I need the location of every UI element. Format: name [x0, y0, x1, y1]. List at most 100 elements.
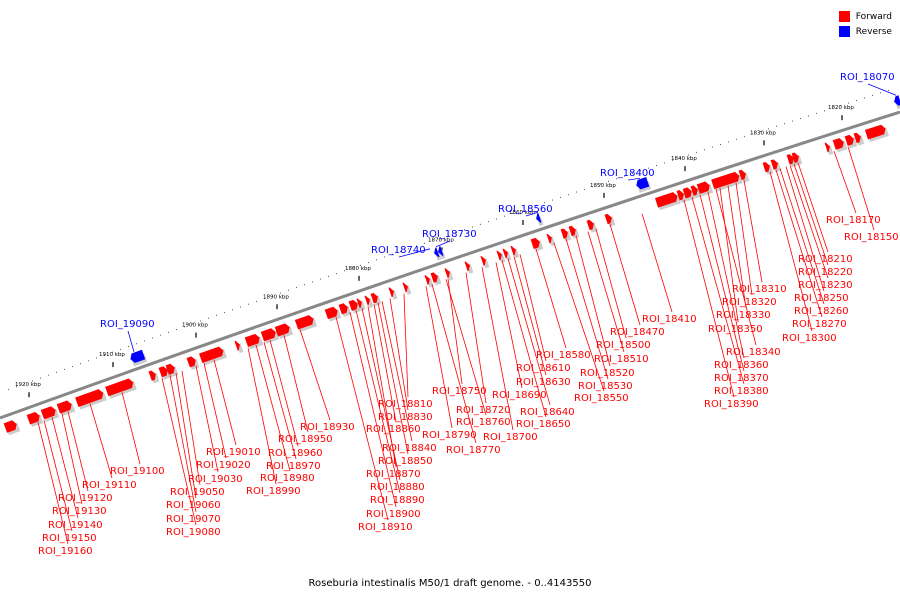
gene-label: ROI_18390: [704, 399, 759, 410]
scale-dot: [328, 275, 329, 277]
leader-line: [793, 163, 829, 266]
leader-line: [785, 166, 825, 292]
forward-gene: [853, 132, 865, 146]
forward-gene: [586, 219, 598, 233]
gene-label: ROI_18870: [366, 469, 421, 480]
scale-dot: [344, 270, 345, 272]
leader-line: [727, 185, 747, 309]
gene-label: ROI_18270: [792, 319, 847, 330]
leader-line: [867, 83, 897, 96]
forward-gene: [356, 298, 366, 311]
leader-line: [377, 302, 409, 455]
gene-label: ROI_18520: [580, 368, 635, 379]
scale-dot: [296, 286, 297, 288]
leader-line: [398, 248, 431, 258]
forward-gene: [502, 248, 512, 261]
scale-dot: [440, 237, 441, 239]
scale-dot: [320, 278, 321, 280]
forward-gene: [696, 181, 714, 197]
scale-dot: [192, 323, 193, 325]
scale-dot: [712, 146, 713, 148]
scale-dot: [240, 306, 241, 308]
leader-line: [627, 177, 641, 181]
forward-gene: [832, 138, 848, 153]
forward-gene: [199, 346, 227, 366]
scale-dot: [720, 144, 721, 145]
leader-line: [169, 375, 197, 513]
leader-line: [361, 308, 401, 481]
leader-line: [195, 365, 219, 473]
leader-line: [263, 341, 297, 460]
gene-features: [3, 95, 900, 436]
leader-line: [735, 182, 753, 296]
forward-gene: [568, 225, 580, 239]
gene-label: ROI_18930: [300, 422, 355, 433]
gene-label: ROI_18890: [370, 495, 425, 506]
gene-label: ROI_18770: [446, 445, 501, 456]
leader-line: [779, 168, 825, 305]
gene-label: ROI_18650: [516, 419, 571, 430]
scale-dot: [680, 157, 681, 159]
scale-dot: [544, 202, 545, 204]
leader-line: [699, 194, 745, 372]
gene-label: ROI_18410: [642, 314, 697, 325]
gene-label: ROI_18700: [483, 432, 538, 443]
leader-line: [495, 262, 523, 389]
leader-line: [127, 330, 135, 353]
scale-dot: [72, 366, 73, 368]
leader-line: [609, 224, 641, 326]
axis-ticks: 1820 kbp 1830 kbp 1840 kbp 1850 kbp 1860 kbp…: [8, 89, 889, 398]
forward-gene: [864, 124, 889, 142]
leader-line: [389, 298, 409, 411]
legend-reverse-label: Reverse: [855, 26, 892, 37]
gene-label: ROI_18790: [422, 430, 477, 441]
leader-line: [481, 267, 514, 431]
scale-dot: [552, 199, 553, 201]
scale-dot: [376, 259, 377, 261]
scale-dot: [824, 110, 825, 112]
leader-line: [283, 335, 309, 433]
scale-dot: [272, 295, 273, 297]
scale-dot: [512, 213, 513, 215]
forward-gene: [274, 323, 294, 339]
forward-gene: [546, 233, 556, 247]
forward-gene: [402, 282, 412, 295]
axis-tick-label: 1830 kbp: [750, 130, 776, 136]
scale-dot: [568, 194, 569, 196]
gene-label: ROI_18910: [358, 522, 413, 533]
forward-gene: [430, 272, 442, 286]
scale-dot: [232, 309, 233, 311]
legend-reverse: Reverse: [838, 24, 892, 39]
leader-line: [715, 189, 757, 346]
scale-dot: [432, 240, 433, 242]
gene-label: ROI_19020: [196, 460, 251, 471]
forward-gene: [26, 411, 44, 427]
scale-dot: [384, 256, 385, 258]
leader-line: [719, 187, 739, 323]
scale-dot: [32, 380, 33, 382]
scale-dot: [696, 151, 697, 153]
gene-label: ROI_18880: [370, 482, 425, 493]
gene-label: ROI_18840: [382, 443, 437, 454]
gene-label: ROI_19100: [110, 466, 165, 477]
scale-dot: [608, 180, 609, 182]
leader-line: [213, 359, 237, 446]
scale-dot: [264, 298, 265, 300]
leader-line: [43, 420, 73, 532]
leader-line: [181, 370, 201, 486]
scale-dot: [888, 89, 889, 91]
leader-line: [691, 197, 745, 385]
leader-line: [355, 310, 401, 494]
scale-dot: [80, 363, 81, 365]
gene-label: ROI_18860: [366, 424, 421, 435]
scale-dot: [48, 374, 49, 376]
forward-gene: [654, 192, 681, 211]
reverse-gene: [894, 95, 900, 110]
leader-line: [683, 199, 735, 398]
gene-labels: ROI_18150 ROI_18170 ROI_18210 ROI_18220 ROI_…: [38, 72, 899, 557]
leader-line: [445, 279, 487, 416]
forward-gene: [186, 356, 200, 370]
axis-tick-label: 1910 kbp: [99, 352, 125, 358]
leader-line: [121, 392, 141, 465]
gene-label: ROI_18980: [260, 473, 315, 484]
